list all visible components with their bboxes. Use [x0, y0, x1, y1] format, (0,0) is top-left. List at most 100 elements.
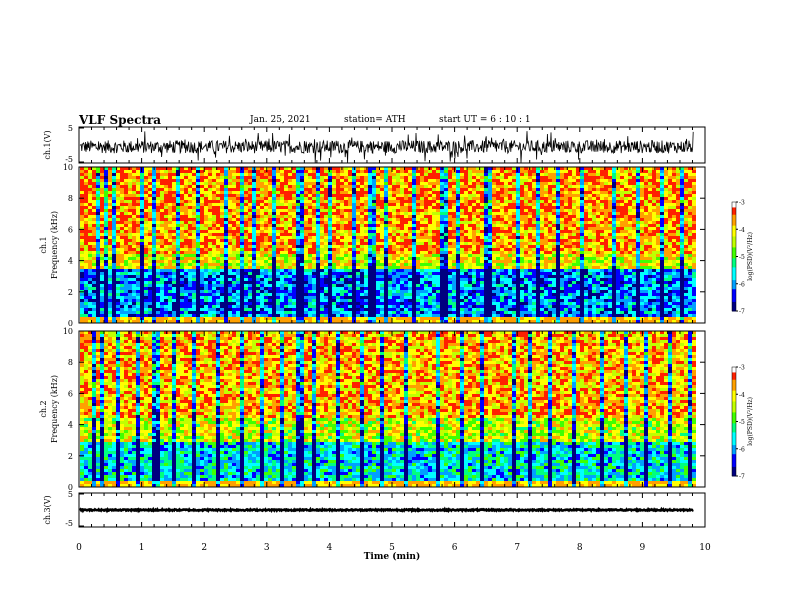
spectrogram-cell [124, 242, 128, 245]
spectrogram-cell [268, 176, 272, 179]
spectrogram-cell [276, 302, 280, 305]
spectrogram-cell [256, 173, 260, 176]
spectrogram-cell [376, 230, 380, 233]
spectrogram-cell [300, 224, 304, 227]
spectrogram-cell [84, 317, 88, 320]
spectrogram-cell [168, 206, 172, 209]
spectrogram-cell [184, 212, 188, 215]
spectrogram-cell [348, 275, 352, 278]
spectrogram-cell [340, 308, 344, 311]
spectrogram-cell [112, 251, 116, 254]
spectrogram-cell [332, 317, 336, 320]
spectrogram-cell [248, 200, 252, 203]
spectrogram-cell [452, 176, 456, 179]
spectrogram-cell [252, 188, 256, 191]
spectrogram-cell [320, 182, 324, 185]
spectrogram-cell [144, 314, 148, 317]
spectrogram-cell [400, 299, 404, 302]
spectrogram-cell [416, 254, 420, 257]
spectrogram-cell [324, 191, 328, 194]
spectrogram-cell [304, 245, 308, 248]
spectrogram-cell [320, 287, 324, 290]
spectrogram-cell [176, 236, 180, 239]
spectrogram-cell [124, 218, 128, 221]
spectrogram-cell [352, 269, 356, 272]
spectrogram-cell [440, 314, 444, 317]
spectrogram-cell [200, 203, 204, 206]
spectrogram-cell [408, 176, 412, 179]
spectrogram-cell [276, 203, 280, 206]
spectrogram-cell [104, 278, 108, 281]
spectrogram-cell [228, 170, 232, 173]
spectrogram-cell [320, 284, 324, 287]
spectrogram-cell [248, 173, 252, 176]
spectrogram-cell [436, 203, 440, 206]
spectrogram-cell [288, 224, 292, 227]
spectrogram-cell [128, 230, 132, 233]
spectrogram-cell [348, 188, 352, 191]
spectrogram-cell [340, 245, 344, 248]
spectrogram-cell [424, 236, 428, 239]
spectrogram-cell [436, 227, 440, 230]
spectrogram-cell [204, 206, 208, 209]
spectrogram-cell [160, 170, 164, 173]
spectrogram-cell [408, 230, 412, 233]
spectrogram-cell [224, 185, 228, 188]
spectrogram-cell [396, 314, 400, 317]
spectrogram-cell [436, 317, 440, 320]
spectrogram-cell [152, 206, 156, 209]
spectrogram-cell [280, 230, 284, 233]
spectrogram-cell [132, 233, 136, 236]
spectrogram-cell [420, 272, 424, 275]
spectrogram-cell [212, 182, 216, 185]
spectrogram-cell [348, 236, 352, 239]
spectrogram-cell [360, 305, 364, 308]
spectrogram-cell [436, 290, 440, 293]
spectrogram-cell [136, 218, 140, 221]
spectrogram-cell [320, 260, 324, 263]
spectrogram-cell [432, 263, 436, 266]
spectrogram-cell [136, 200, 140, 203]
spectrogram-cell [252, 260, 256, 263]
spectrogram-cell [100, 260, 104, 263]
spectrogram-cell [316, 200, 320, 203]
spectrogram-cell [180, 236, 184, 239]
spectrogram-cell [116, 302, 120, 305]
spectrogram-cell [168, 239, 172, 242]
spectrogram-cell [328, 197, 332, 200]
spectrogram-cell [80, 269, 84, 272]
spectrogram-cell [308, 248, 312, 251]
spectrogram-cell [200, 200, 204, 203]
spectrogram-cell [276, 299, 280, 302]
spectrogram-cell [444, 179, 448, 182]
spectrogram-cell [196, 317, 200, 320]
spectrogram-cell [320, 278, 324, 281]
spectrogram-cell [320, 236, 324, 239]
spectrogram-cell [316, 254, 320, 257]
spectrogram-cell [336, 206, 340, 209]
spectrogram-cell [364, 239, 368, 242]
spectrogram-cell [124, 314, 128, 317]
spectrogram-cell [168, 299, 172, 302]
spectrogram-cell [368, 287, 372, 290]
spectrogram-cell [260, 287, 264, 290]
spectrogram-cell [160, 215, 164, 218]
spectrogram-cell [380, 299, 384, 302]
spectrogram-cell [344, 245, 348, 248]
spectrogram-cell [400, 212, 404, 215]
spectrogram-cell [256, 248, 260, 251]
spectrogram-cell [452, 245, 456, 248]
spectrogram-cell [260, 170, 264, 173]
spectrogram-cell [440, 251, 444, 254]
spectrogram-cell [96, 266, 100, 269]
spectrogram-cell [140, 266, 144, 269]
spectrogram-cell [284, 305, 288, 308]
spectrogram-cell [392, 203, 396, 206]
spectrogram-cell [280, 176, 284, 179]
spectrogram-cell [308, 227, 312, 230]
spectrogram-cell [436, 173, 440, 176]
spectrogram-cell [304, 275, 308, 278]
spectrogram-cell [92, 245, 96, 248]
spectrogram-cell [424, 176, 428, 179]
spectrogram-cell [352, 317, 356, 320]
